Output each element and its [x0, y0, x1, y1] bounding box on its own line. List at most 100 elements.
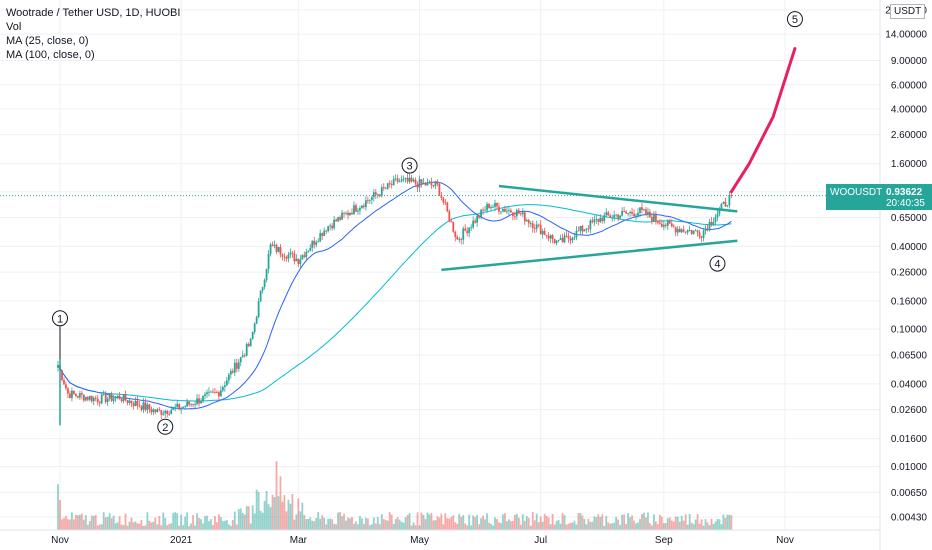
- candle-body: [563, 235, 566, 243]
- volume-bar: [418, 525, 421, 530]
- candle-body: [651, 216, 653, 222]
- volume-bar: [444, 513, 447, 530]
- volume-bar: [378, 524, 381, 530]
- volume-bar: [619, 524, 622, 530]
- volume-bar: [218, 514, 220, 530]
- volume-bar: [678, 521, 681, 530]
- volume-bar: [128, 521, 131, 530]
- volume-bar: [605, 516, 608, 530]
- candle-body: [706, 228, 709, 231]
- volume-bar: [321, 515, 324, 530]
- volume-bar: [535, 513, 538, 530]
- volume-bar: [513, 514, 516, 530]
- volume-bar: [446, 518, 449, 530]
- volume-bar: [192, 515, 194, 530]
- volume-bar: [90, 515, 93, 530]
- volume-bar: [156, 524, 159, 530]
- volume-bar: [555, 520, 558, 530]
- volume-bar: [269, 507, 272, 530]
- candle-body: [694, 230, 697, 232]
- candle-body: [418, 179, 421, 188]
- candle-body: [678, 228, 681, 233]
- volume-bar: [708, 525, 711, 530]
- volume-bar: [684, 514, 687, 530]
- volume-bar: [621, 514, 624, 530]
- candle-body: [130, 400, 133, 404]
- candle-body: [664, 224, 667, 226]
- volume-bar: [227, 524, 230, 530]
- volume-bar: [374, 523, 377, 530]
- candle-body: [319, 233, 322, 242]
- volume-bar: [470, 525, 473, 530]
- volume-bar: [263, 500, 266, 530]
- volume-bar: [631, 515, 633, 530]
- candle-body: [511, 212, 514, 216]
- candle-body: [249, 338, 252, 347]
- volume-bar: [339, 512, 341, 530]
- candle-body: [436, 182, 439, 184]
- volume-bar: [549, 524, 552, 530]
- candle-body: [122, 394, 125, 402]
- volume-bar: [253, 513, 256, 530]
- volume-bar: [597, 514, 600, 530]
- candle-body: [557, 239, 560, 241]
- volume-bar: [396, 517, 399, 530]
- candle-body: [315, 242, 318, 245]
- volume-bar: [460, 516, 463, 530]
- volume-bar: [587, 518, 590, 530]
- volume-bar: [289, 503, 292, 530]
- candle-body: [174, 407, 177, 408]
- volume-bar: [214, 516, 216, 530]
- candle-body: [456, 236, 459, 240]
- candle-body: [474, 220, 477, 223]
- candle-body: [434, 182, 437, 187]
- candle-body: [513, 215, 516, 217]
- candle-body: [444, 202, 447, 204]
- volume-bar: [637, 522, 639, 530]
- volume-bar: [144, 525, 147, 530]
- volume-bar: [702, 525, 705, 530]
- candle-body: [212, 391, 214, 393]
- volume-bar: [494, 517, 496, 530]
- volume-bar: [563, 515, 566, 530]
- volume-bar: [61, 519, 63, 530]
- candle-body: [406, 177, 409, 182]
- candle-body: [720, 203, 723, 210]
- volume-bar: [611, 523, 614, 530]
- volume-bar: [341, 516, 343, 530]
- candle-body: [223, 385, 226, 388]
- candle-body: [233, 362, 236, 373]
- volume-bar: [404, 517, 407, 530]
- volume-bar: [283, 495, 286, 530]
- candle-body: [386, 183, 389, 189]
- candle-body: [73, 390, 75, 394]
- volume-bar: [69, 519, 71, 530]
- candle-body: [154, 409, 157, 413]
- volume-bar: [229, 525, 232, 530]
- candle-body: [241, 355, 244, 358]
- candle-body: [247, 343, 250, 347]
- price-tick-label: 9.00000: [891, 56, 928, 67]
- candle-body: [92, 397, 95, 402]
- volume-bar: [412, 522, 415, 530]
- volume-bar: [613, 522, 616, 530]
- candle-body: [571, 237, 574, 241]
- candle-body: [567, 235, 570, 239]
- candle-body: [595, 219, 598, 220]
- candle-body: [662, 224, 665, 227]
- volume-bar: [225, 520, 228, 530]
- time-tick-label: 2021: [170, 535, 193, 546]
- volume-bar: [672, 521, 675, 530]
- price-unit-label[interactable]: USDT: [890, 4, 926, 19]
- time-tick-label: Nov: [776, 535, 794, 546]
- volume-bar: [382, 519, 385, 530]
- volume-bar: [654, 521, 657, 530]
- candle-body: [656, 220, 659, 223]
- candle-body: [617, 214, 620, 219]
- candle-body: [666, 220, 669, 226]
- volume-bar: [166, 525, 169, 530]
- candle-body: [229, 371, 232, 375]
- volume-bar: [474, 517, 477, 530]
- candle-body: [446, 202, 449, 212]
